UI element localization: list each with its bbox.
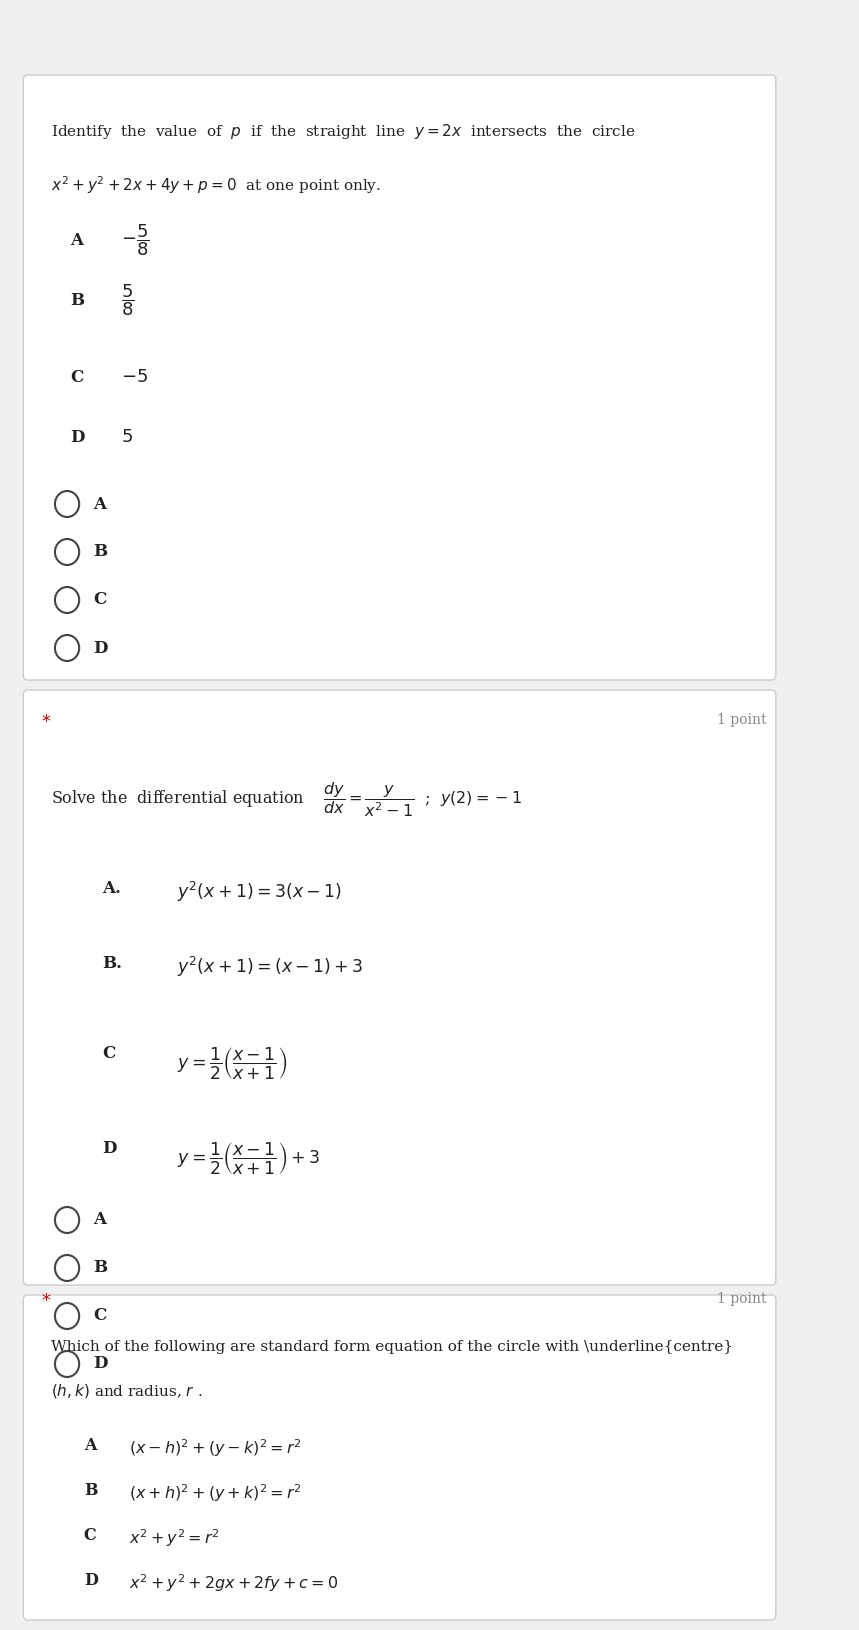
Text: D: D (70, 429, 84, 445)
Text: *: * (42, 712, 51, 730)
Text: $\dfrac{5}{8}$: $\dfrac{5}{8}$ (121, 282, 135, 318)
Text: D: D (84, 1571, 98, 1589)
FancyBboxPatch shape (23, 1294, 776, 1620)
Text: Which of the following are standard form equation of the circle with \underline{: Which of the following are standard form… (52, 1340, 734, 1355)
Text: A: A (93, 1211, 107, 1229)
Text: $y^2(x+1) = (x-1)+3$: $y^2(x+1) = (x-1)+3$ (177, 955, 363, 980)
Text: $x^2 + y^2 = r^2$: $x^2 + y^2 = r^2$ (129, 1527, 219, 1548)
Text: D: D (93, 639, 107, 657)
Text: $(x+h)^2 + (y+k)^2 = r^2$: $(x+h)^2 + (y+k)^2 = r^2$ (129, 1482, 302, 1504)
Text: *: * (42, 1293, 51, 1311)
Text: B: B (70, 292, 84, 308)
Text: C: C (84, 1527, 96, 1544)
Text: $y = \dfrac{1}{2}\left(\dfrac{x-1}{x+1}\right)+3$: $y = \dfrac{1}{2}\left(\dfrac{x-1}{x+1}\… (177, 1139, 320, 1175)
Text: A: A (70, 231, 82, 248)
Text: B: B (93, 1260, 107, 1276)
Text: Solve the  differential equation    $\dfrac{dy}{dx} = \dfrac{y}{x^2 - 1}$  ;  $y: Solve the differential equation $\dfrac{… (52, 781, 522, 818)
Text: D: D (102, 1139, 117, 1157)
Text: $-5$: $-5$ (121, 368, 148, 386)
Text: B.: B. (102, 955, 123, 971)
Text: $x^2 + y^2 + 2x + 4y + p = 0$  at one point only.: $x^2 + y^2 + 2x + 4y + p = 0$ at one poi… (52, 174, 381, 196)
Text: D: D (93, 1356, 107, 1372)
Text: C: C (93, 592, 107, 608)
Text: C: C (70, 368, 83, 386)
Text: $x^2 + y^2 + 2gx + 2fy + c = 0$: $x^2 + y^2 + 2gx + 2fy + c = 0$ (129, 1571, 338, 1594)
Text: B: B (93, 543, 107, 561)
Text: A: A (93, 496, 107, 512)
Text: 1 point: 1 point (717, 712, 766, 727)
Text: $y^2(x+1) = 3(x-1)$: $y^2(x+1) = 3(x-1)$ (177, 880, 342, 905)
FancyBboxPatch shape (23, 689, 776, 1284)
Text: $(h,k)$ and radius, $r$ .: $(h,k)$ and radius, $r$ . (52, 1382, 203, 1400)
FancyBboxPatch shape (23, 75, 776, 680)
Text: B: B (84, 1482, 97, 1500)
Text: 1 point: 1 point (717, 1293, 766, 1306)
Text: $y = \dfrac{1}{2}\left(\dfrac{x-1}{x+1}\right)$: $y = \dfrac{1}{2}\left(\dfrac{x-1}{x+1}\… (177, 1045, 287, 1081)
Text: $(x-h)^2 + (y-k)^2 = r^2$: $(x-h)^2 + (y-k)^2 = r^2$ (129, 1438, 302, 1459)
Text: Identify  the  value  of  $p$  if  the  straight  line  $y = 2x$  intersects  th: Identify the value of $p$ if the straigh… (52, 122, 636, 142)
Text: A.: A. (102, 880, 121, 897)
Text: C: C (102, 1045, 116, 1063)
Text: A: A (84, 1438, 96, 1454)
Text: $5$: $5$ (121, 429, 133, 447)
Text: $-\dfrac{5}{8}$: $-\dfrac{5}{8}$ (121, 222, 149, 258)
Text: C: C (93, 1307, 107, 1325)
